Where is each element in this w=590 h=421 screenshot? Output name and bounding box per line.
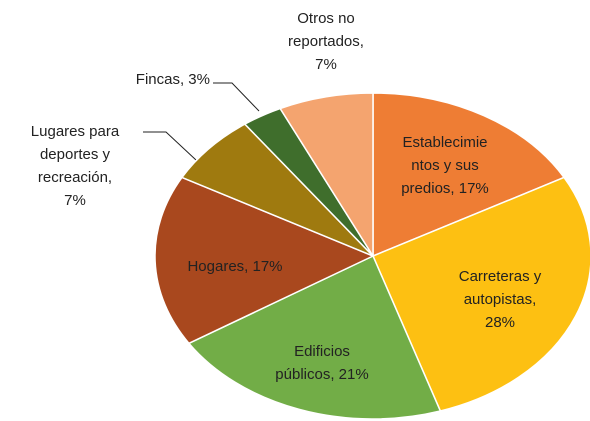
slice-label: 7% — [64, 192, 86, 209]
slice — [154, 176, 375, 345]
pie — [154, 92, 590, 420]
slice-label: reportados, — [288, 33, 364, 50]
slice-label: Hogares, 17% — [187, 258, 282, 275]
leader-line — [143, 131, 197, 161]
slice-label: Fincas, 3% — [136, 71, 210, 88]
slice-label: 7% — [315, 56, 337, 73]
slice-label: públicos, 21% — [275, 366, 368, 383]
labels: Establecimie ntos y sus predios, 17% Carret… — [31, 10, 542, 383]
slice — [187, 254, 442, 420]
slice-label: autopistas, — [464, 291, 537, 308]
slice-label: ntos y sus — [411, 157, 479, 174]
slice-label: predios, 17% — [401, 180, 489, 197]
slice — [372, 92, 566, 258]
slice-label: Edificios — [294, 343, 350, 360]
slice-label: Otros no — [297, 10, 355, 27]
slice-label: recreación, — [38, 169, 112, 186]
slice-label: Carreteras y — [459, 268, 542, 285]
slice-label: Lugares para — [31, 123, 120, 140]
slice-label: deportes y — [40, 146, 111, 163]
slice-label: Establecimie — [402, 134, 487, 151]
slice-label: 28% — [485, 314, 515, 331]
slice — [372, 176, 590, 412]
leader-line — [213, 82, 260, 112]
slice — [279, 92, 374, 259]
